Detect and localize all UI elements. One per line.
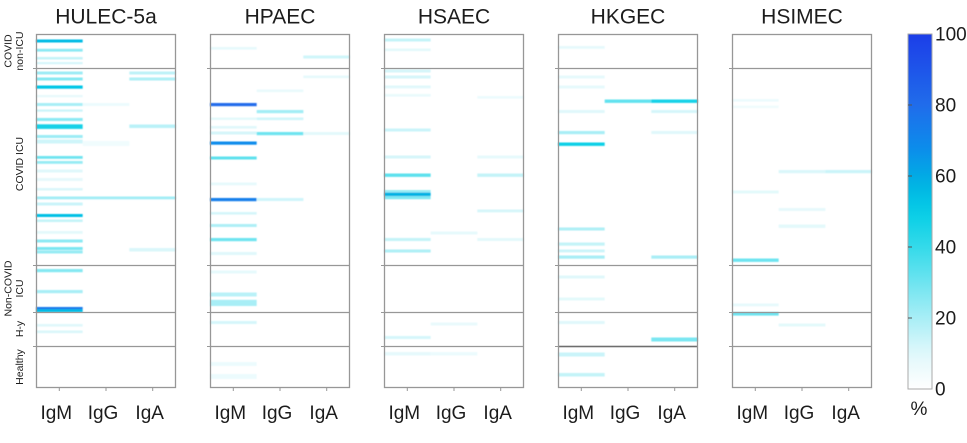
svg-text:HPAEC: HPAEC: [245, 6, 316, 29]
svg-text:H-y: H-y: [14, 320, 26, 337]
svg-text:HSIMEC: HSIMEC: [761, 6, 843, 29]
svg-text:80: 80: [935, 96, 956, 117]
svg-text:IgA: IgA: [657, 403, 686, 424]
svg-text:0: 0: [935, 380, 946, 401]
svg-text:100: 100: [935, 25, 967, 46]
svg-text:60: 60: [935, 167, 956, 188]
svg-text:IgM: IgM: [736, 403, 768, 424]
svg-text:%: %: [911, 399, 928, 420]
svg-text:IgG: IgG: [88, 403, 119, 424]
svg-text:IgA: IgA: [831, 403, 860, 424]
svg-text:IgM: IgM: [40, 403, 72, 424]
svg-text:COVID: COVID: [3, 34, 15, 68]
svg-text:IgM: IgM: [388, 403, 420, 424]
svg-text:IgA: IgA: [309, 403, 338, 424]
svg-text:COVID ICU: COVID ICU: [14, 137, 26, 191]
svg-text:HKGEC: HKGEC: [591, 6, 666, 29]
svg-text:40: 40: [935, 238, 956, 259]
svg-text:IgM: IgM: [562, 403, 594, 424]
svg-text:IgG: IgG: [784, 403, 815, 424]
svg-text:20: 20: [935, 309, 956, 330]
svg-text:HULEC-5a: HULEC-5a: [55, 6, 157, 29]
svg-text:IgG: IgG: [262, 403, 293, 424]
svg-text:ICU: ICU: [14, 279, 26, 297]
svg-text:IgA: IgA: [483, 403, 512, 424]
svg-text:Non-COVID: Non-COVID: [3, 260, 15, 316]
svg-text:IgG: IgG: [436, 403, 467, 424]
svg-text:HSAEC: HSAEC: [418, 6, 490, 29]
svg-text:IgM: IgM: [214, 403, 246, 424]
svg-text:IgA: IgA: [135, 403, 164, 424]
svg-text:IgG: IgG: [610, 403, 641, 424]
svg-text:non-ICU: non-ICU: [14, 31, 26, 70]
svg-text:Healthy: Healthy: [14, 348, 26, 384]
